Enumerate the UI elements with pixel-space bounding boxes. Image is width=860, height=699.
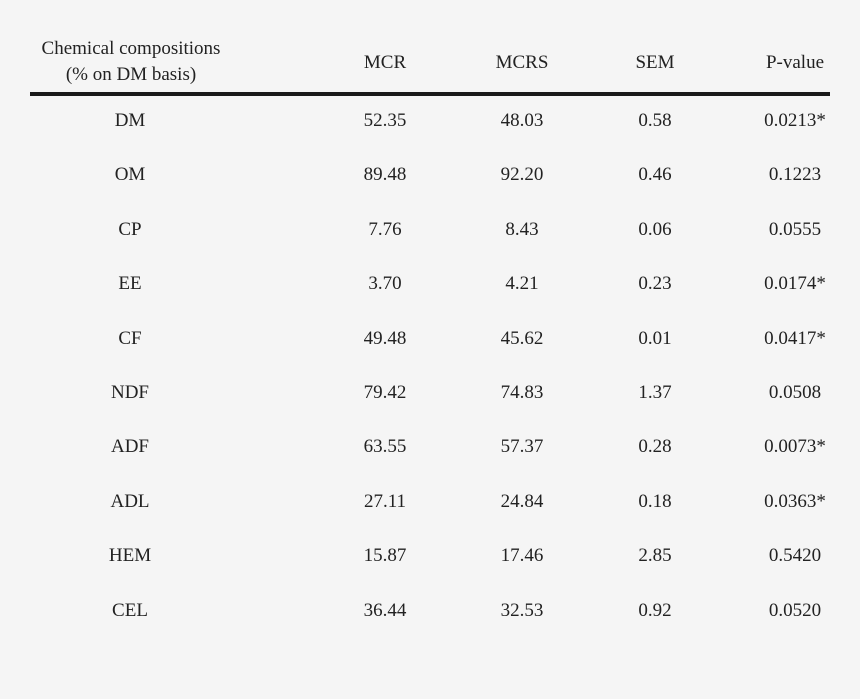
- mcrs-value: 4.21: [505, 273, 539, 295]
- mcr-value: 27.11: [363, 490, 407, 512]
- pvalue-value: 0.0213*: [764, 110, 826, 131]
- mcrs-value: 17.46: [500, 545, 544, 567]
- sem-value: 0.23: [638, 273, 672, 295]
- header-sem: SEM: [635, 52, 675, 73]
- table-row: CF 49.48 45.62 0.01 0.0417*: [30, 314, 830, 368]
- table-row: CP 7.76 8.43 0.06 0.0555: [30, 205, 830, 259]
- header-mcrs: MCRS: [495, 52, 549, 73]
- mcrs-value: 45.62: [500, 327, 544, 349]
- table-row: ADF 63.55 57.37 0.28 0.0073*: [30, 422, 830, 476]
- mcr-value: 15.87: [363, 545, 407, 567]
- mcr-value: 79.42: [363, 381, 407, 403]
- row-label: CEL: [112, 599, 148, 621]
- mcr-value: 3.70: [368, 273, 402, 295]
- mcr-value: 63.55: [363, 436, 407, 458]
- mcrs-value: 48.03: [500, 110, 544, 131]
- table-row: NDF 79.42 74.83 1.37 0.0508: [30, 368, 830, 422]
- row-label: CP: [118, 218, 142, 240]
- header-composition-line1: Chemical compositions: [41, 38, 221, 59]
- sem-value: 0.58: [638, 110, 672, 131]
- mcrs-value: 92.20: [500, 164, 544, 186]
- pvalue-value: 0.0508: [768, 381, 822, 403]
- mcrs-value: 32.53: [500, 599, 544, 621]
- sem-value: 2.85: [638, 545, 672, 567]
- mcr-value: 52.35: [363, 110, 407, 131]
- composition-table: Chemical compositions (% on DM basis) MC…: [30, 32, 830, 621]
- pvalue-value: 0.0555: [768, 218, 822, 240]
- sem-value: 0.06: [638, 218, 672, 240]
- table-row: OM 89.48 92.20 0.46 0.1223: [30, 150, 830, 204]
- table-row: DM 52.35 48.03 0.58 0.0213*: [30, 96, 830, 150]
- pvalue-value: 0.0073*: [764, 436, 826, 458]
- table-header: Chemical compositions (% on DM basis) MC…: [30, 32, 830, 96]
- table-row: ADL 27.11 24.84 0.18 0.0363*: [30, 477, 830, 531]
- sem-value: 0.92: [638, 599, 672, 621]
- pvalue-value: 0.0520: [768, 599, 822, 621]
- mcr-value: 49.48: [363, 327, 407, 349]
- mcrs-value: 74.83: [500, 381, 544, 403]
- row-label: HEM: [108, 545, 152, 567]
- table-row: EE 3.70 4.21 0.23 0.0174*: [30, 259, 830, 313]
- mcrs-value: 8.43: [505, 218, 539, 240]
- sem-value: 0.01: [638, 327, 672, 349]
- header-composition: Chemical compositions (% on DM basis): [30, 36, 232, 88]
- row-label: ADL: [110, 490, 150, 512]
- mcr-value: 36.44: [363, 599, 407, 621]
- pvalue-value: 0.0363*: [764, 490, 826, 512]
- row-label: NDF: [110, 381, 149, 403]
- row-label: OM: [114, 164, 146, 186]
- mcr-value: 7.76: [368, 218, 402, 240]
- pvalue-value: 0.5420: [768, 545, 822, 567]
- row-label: DM: [114, 110, 146, 131]
- sem-value: 0.46: [638, 164, 672, 186]
- sem-value: 0.28: [638, 436, 672, 458]
- table-row: HEM 15.87 17.46 2.85 0.5420: [30, 531, 830, 585]
- mcr-value: 89.48: [363, 164, 407, 186]
- header-composition-line2: (% on DM basis): [65, 64, 197, 85]
- pvalue-value: 0.1223: [768, 164, 822, 186]
- mcrs-value: 57.37: [500, 436, 544, 458]
- sem-value: 1.37: [638, 381, 672, 403]
- table-body: DM 52.35 48.03 0.58 0.0213* OM 89.48 92.…: [30, 96, 830, 640]
- header-mcr: MCR: [363, 52, 407, 73]
- pvalue-value: 0.0174*: [764, 273, 826, 295]
- row-label: EE: [118, 273, 142, 295]
- sem-value: 0.18: [638, 490, 672, 512]
- header-rule: [30, 92, 830, 96]
- pvalue-value: 0.0417*: [764, 327, 826, 349]
- row-label: ADF: [110, 436, 149, 458]
- table-row: CEL 36.44 32.53 0.92 0.0520: [30, 586, 830, 640]
- mcrs-value: 24.84: [500, 490, 544, 512]
- row-label: CF: [118, 327, 142, 349]
- header-pvalue: P-value: [765, 52, 825, 73]
